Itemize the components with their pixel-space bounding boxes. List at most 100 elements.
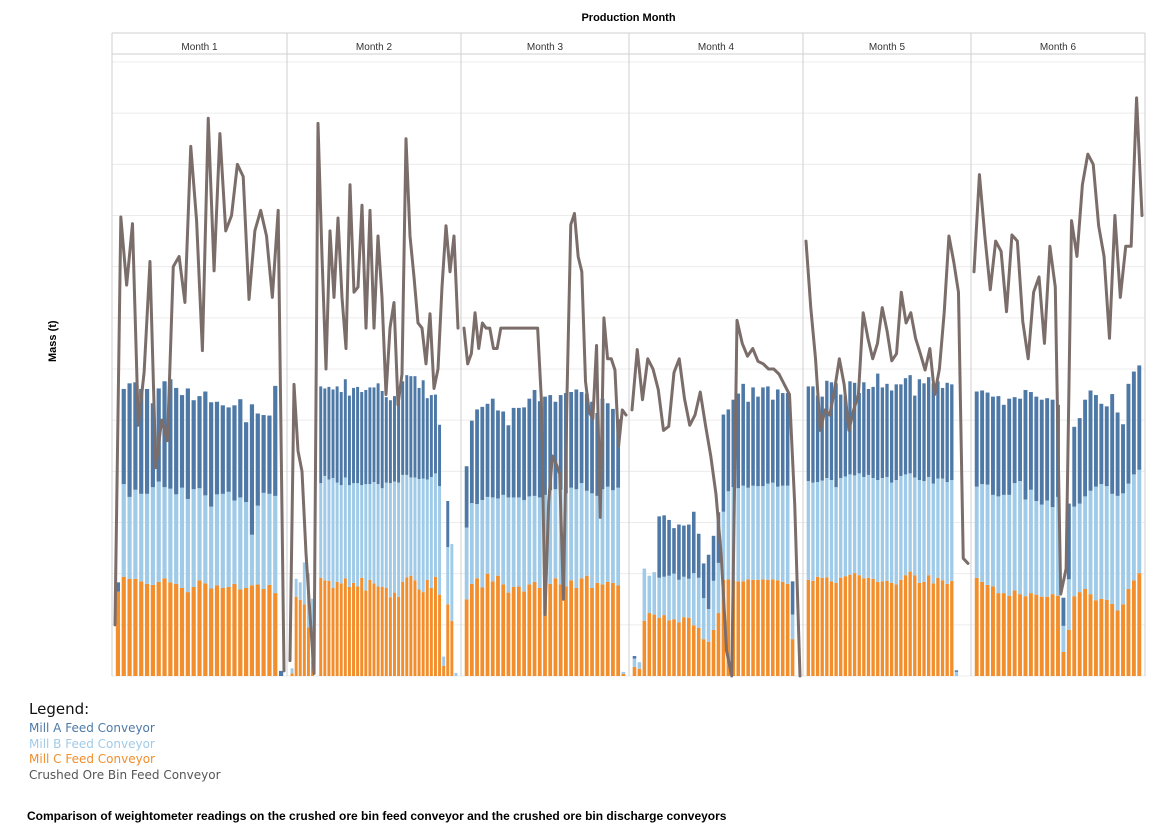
bar-segment: [255, 413, 260, 506]
bar-segment: [746, 487, 750, 580]
bar-segment: [380, 586, 384, 676]
bar-segment: [356, 586, 360, 676]
bar-segment: [1050, 399, 1055, 508]
bar-segment: [168, 379, 173, 489]
month-label: Month 3: [527, 42, 564, 53]
series-line: [972, 96, 1144, 596]
bar-segment: [936, 478, 940, 578]
bar-segment: [843, 476, 848, 577]
bar-segment: [1077, 592, 1082, 676]
bar-segment: [1028, 593, 1033, 676]
bar-segment: [771, 579, 775, 676]
bar-segment: [632, 666, 637, 676]
bar-segment: [751, 387, 755, 486]
bar-segment: [899, 475, 903, 580]
bar-segment: [761, 579, 765, 676]
bar-segment: [537, 401, 542, 498]
bar-segment: [1072, 426, 1077, 507]
bar-segment: [913, 575, 917, 676]
bar-segment: [687, 617, 691, 676]
bar-segment: [232, 500, 237, 584]
bar-segment: [1034, 396, 1039, 502]
bar-segment: [736, 488, 741, 582]
bar-segment: [168, 582, 173, 676]
bar-segment: [413, 580, 417, 676]
bar-segment: [940, 580, 945, 676]
bar-segment: [662, 576, 666, 616]
bar-segment: [174, 387, 179, 495]
bar-segment: [290, 673, 294, 676]
bar-segment: [267, 415, 272, 494]
bar-segment: [433, 473, 437, 577]
bar-segment: [866, 577, 871, 676]
bar-segment: [438, 424, 442, 487]
bar-segment: [450, 543, 454, 621]
bar-segment: [751, 485, 755, 580]
bar-segment: [1104, 406, 1109, 487]
bar-segment: [446, 604, 450, 676]
bar-segment: [368, 484, 372, 580]
bar-segment: [621, 673, 626, 676]
bar-segment: [811, 580, 815, 676]
bar-segment: [857, 473, 861, 576]
bar-segment: [1088, 594, 1093, 676]
bar-segment: [226, 407, 231, 492]
bar-segment: [936, 381, 940, 479]
bar-segment: [908, 473, 912, 572]
bar-segment: [852, 475, 857, 574]
bar-segment: [244, 587, 249, 676]
bar-segment: [862, 382, 866, 477]
bar-segment: [255, 505, 260, 585]
bar-segment: [442, 656, 446, 666]
bar-segment: [790, 614, 795, 640]
bar-segment: [667, 575, 671, 621]
bar-segment: [179, 395, 185, 488]
bar-segment: [785, 393, 790, 486]
bar-segment: [214, 401, 220, 495]
bar-segment: [501, 584, 506, 676]
bar-segment: [464, 466, 469, 528]
bar-segment: [214, 494, 220, 586]
bar-segment: [226, 491, 231, 587]
bar-segment: [144, 493, 150, 584]
bar-segment: [1121, 493, 1125, 605]
bar-segment: [506, 425, 511, 498]
bar-segment: [736, 581, 741, 676]
bar-segment: [511, 586, 516, 676]
bar-segment: [162, 487, 167, 579]
bar-segment: [1137, 469, 1142, 574]
bar-segment: [121, 484, 126, 577]
bar-segment: [278, 670, 284, 676]
bar-segment: [1045, 500, 1050, 597]
bar-segment: [1066, 629, 1071, 676]
bar-segment: [267, 493, 272, 585]
bar-segment: [429, 395, 433, 477]
bar-segment: [553, 401, 558, 490]
bar-segment: [162, 578, 167, 676]
y-axis-label: Mass (t): [47, 320, 59, 362]
bar-segment: [475, 578, 479, 676]
bar-segment: [1028, 392, 1033, 490]
bar-segment: [537, 497, 542, 588]
bar-segment: [1039, 399, 1044, 505]
bar-segment: [945, 382, 949, 483]
bar-segment: [249, 534, 255, 586]
bar-segment: [950, 580, 954, 676]
bar-segment: [261, 492, 266, 590]
bar-segment: [662, 615, 666, 676]
bar-segment: [438, 594, 442, 676]
bar-segment: [761, 486, 765, 580]
bar-segment: [506, 592, 511, 676]
bar-segment: [548, 583, 553, 676]
bar-segment: [421, 592, 425, 676]
bar-segment: [1126, 383, 1131, 484]
bar-segment: [185, 498, 190, 593]
bar-segment: [1045, 398, 1050, 501]
bar-segment: [335, 581, 339, 676]
bar-segment: [677, 524, 681, 580]
bar-segment: [323, 475, 327, 581]
bar-segment: [203, 583, 208, 676]
bar-segment: [485, 496, 490, 574]
bar-segment: [857, 575, 861, 676]
bar-segment: [806, 386, 810, 482]
